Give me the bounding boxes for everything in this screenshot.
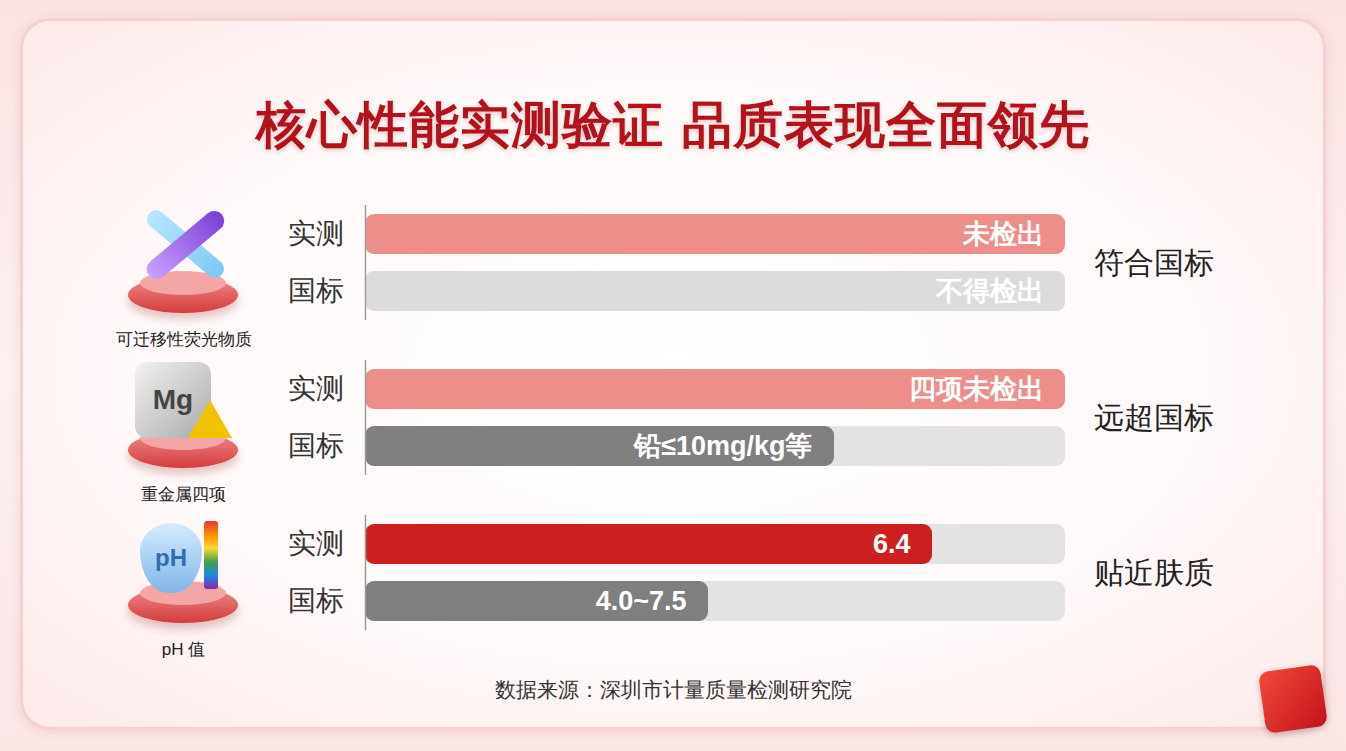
svg-text:铅≤10mg/kg等: 铅≤10mg/kg等 [633, 431, 812, 461]
svg-text:4.0~7.5: 4.0~7.5 [596, 586, 687, 616]
svg-text:可迁移性荧光物质: 可迁移性荧光物质 [116, 330, 252, 349]
svg-text:6.4: 6.4 [873, 529, 911, 559]
svg-text:不得检出: 不得检出 [935, 276, 1044, 306]
svg-text:实测: 实测 [288, 373, 344, 404]
html-text:pH: pH [155, 544, 187, 571]
svg-text:重金属四项: 重金属四项 [141, 485, 226, 504]
svg-text:pH 值: pH 值 [162, 640, 205, 659]
svg-text:符合国标: 符合国标 [1094, 246, 1214, 279]
svg-text:远超国标: 远超国标 [1094, 401, 1214, 434]
svg-text:贴近肤质: 贴近肤质 [1094, 556, 1214, 589]
html-text:数据来源：深圳市计量质量检测研究院: 数据来源：深圳市计量质量检测研究院 [494, 678, 852, 701]
html-text:Mg: Mg [152, 384, 194, 415]
svg-text:四项未检出: 四项未检出 [909, 374, 1044, 404]
svg-text:实测: 实测 [288, 528, 344, 559]
html-text:核心性能实测验证 品质表现全面领先: 核心性能实测验证 品质表现全面领先 [255, 96, 1091, 154]
svg-text:国标: 国标 [288, 585, 344, 616]
svg-text:实测: 实测 [288, 218, 344, 249]
svg-text:国标: 国标 [288, 275, 344, 306]
svg-text:未检出: 未检出 [962, 219, 1044, 249]
svg-text:国标: 国标 [288, 430, 344, 461]
